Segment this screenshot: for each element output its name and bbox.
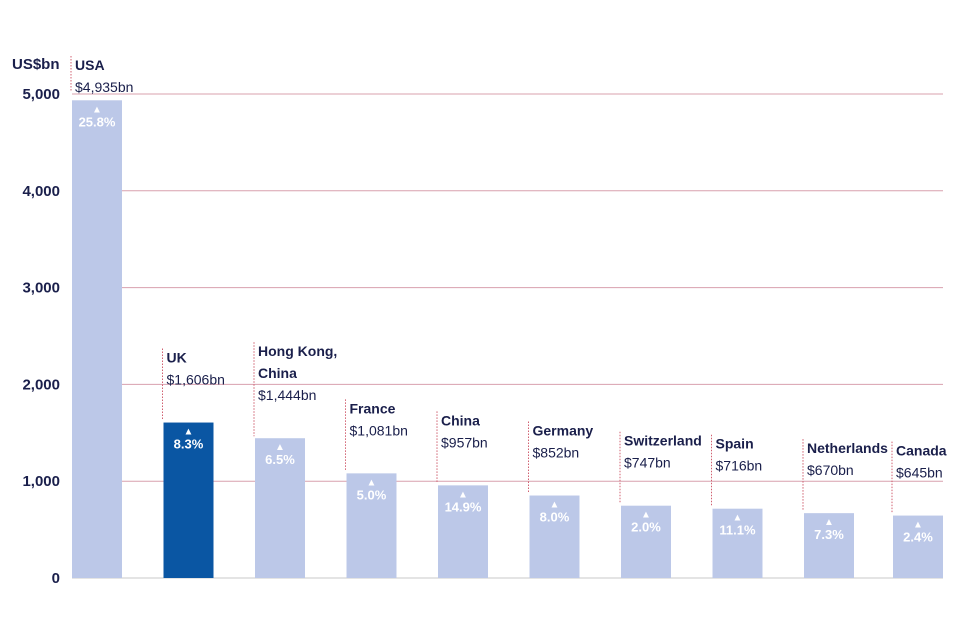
bar [712, 508, 763, 578]
value-label: $645bn [896, 465, 943, 481]
bar [621, 505, 671, 578]
change-up-icon: ▲ [275, 442, 285, 453]
category-label: Netherlands [807, 440, 888, 456]
y-tick-label: 0 [52, 570, 60, 587]
value-label: $852bn [533, 445, 580, 461]
change-label: 5.0% [357, 487, 387, 502]
y-tick-label: 5,000 [22, 86, 60, 103]
bar [346, 473, 397, 578]
change-up-icon: ▲ [641, 510, 651, 521]
grid-lines [72, 93, 943, 579]
y-tick-label: 2,000 [22, 376, 60, 393]
change-up-icon: ▲ [184, 427, 194, 438]
change-label: 2.4% [903, 530, 933, 545]
category-label: Switzerland [624, 433, 702, 449]
value-label: $716bn [716, 458, 763, 474]
change-label: 11.1% [719, 523, 756, 538]
change-up-icon: ▲ [550, 500, 560, 511]
change-up-icon: ▲ [458, 489, 468, 500]
y-tick-label: 1,000 [22, 473, 60, 490]
change-up-icon: ▲ [824, 517, 834, 528]
value-label: $747bn [624, 455, 671, 471]
value-label: $1,081bn [350, 422, 408, 438]
y-tick-label: 4,000 [22, 183, 60, 200]
category-label: Spain [716, 436, 754, 452]
change-up-icon: ▲ [913, 520, 923, 531]
category-label: Hong Kong, [258, 343, 337, 359]
value-label: $957bn [441, 434, 488, 450]
bars [72, 100, 943, 579]
value-label: $1,444bn [258, 387, 316, 403]
category-label: China [441, 412, 480, 428]
category-label: Germany [533, 423, 594, 439]
y-tick-label: 3,000 [22, 280, 60, 297]
bar [893, 515, 943, 578]
value-label: $4,935bn [75, 79, 133, 95]
bar [529, 495, 580, 578]
value-label: $670bn [807, 462, 854, 478]
change-label: 8.0% [540, 510, 570, 525]
y-axis-unit-label: US$bn [12, 56, 60, 73]
bar [72, 100, 122, 579]
change-up-icon: ▲ [367, 477, 377, 488]
bar [163, 422, 214, 578]
bar [255, 438, 305, 578]
category-label: USA [75, 57, 105, 73]
change-up-icon: ▲ [733, 513, 743, 524]
category-label: France [350, 400, 396, 416]
change-up-icon: ▲ [92, 104, 102, 115]
change-label: 2.0% [631, 520, 661, 535]
category-label: Canada [896, 443, 947, 459]
change-label: 8.3% [174, 437, 204, 452]
value-label: $1,606bn [167, 372, 225, 388]
labels: 01,0002,0003,0004,0005,000▲25.8%USA$4,93… [22, 57, 946, 587]
change-label: 6.5% [265, 452, 295, 467]
change-label: 25.8% [79, 114, 116, 129]
bar [438, 485, 488, 578]
bar [804, 513, 854, 578]
leader-lines [70, 56, 893, 514]
change-label: 7.3% [814, 527, 844, 542]
change-label: 14.9% [445, 499, 482, 514]
category-label: UK [167, 350, 187, 366]
category-label: China [258, 365, 297, 381]
